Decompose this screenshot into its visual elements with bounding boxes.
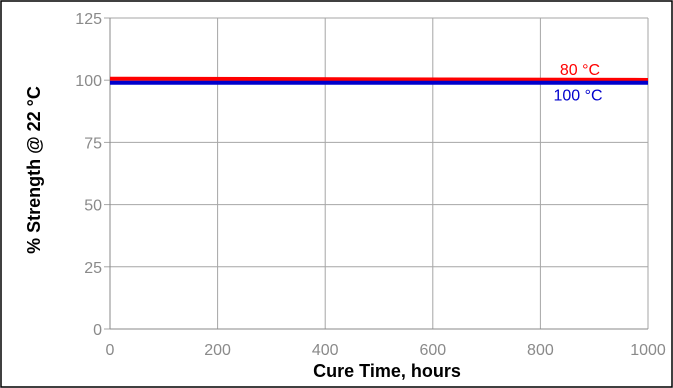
series-labels: 80 °C 100 °C	[553, 62, 602, 105]
axes	[104, 17, 648, 330]
x-tick-label: 200	[204, 342, 231, 359]
x-axis-title: Cure Time, hours	[313, 361, 461, 381]
y-tick-label: 125	[75, 11, 102, 28]
x-tick-label: 0	[106, 342, 115, 359]
y-tick-label: 25	[84, 260, 102, 277]
y-tick-label: 50	[84, 198, 102, 215]
y-tick-label: 0	[93, 322, 102, 339]
x-tick-label: 600	[419, 342, 446, 359]
y-axis-title: % Strength @ 22 °C	[24, 86, 44, 254]
tick-labels: 0 200 400 600 800 1000 0 25 50 75 100 125	[75, 11, 666, 359]
x-tick-label: 800	[527, 342, 554, 359]
x-tick-label: 400	[312, 342, 339, 359]
series-lines	[109, 76, 649, 85]
series-label-1: 100 °C	[553, 88, 602, 105]
y-tick-label: 100	[75, 73, 102, 90]
y-tick-label: 75	[84, 135, 102, 152]
series-line-0	[109, 76, 649, 82]
x-tick-label: 1000	[630, 342, 666, 359]
series-label-0: 80 °C	[560, 62, 600, 79]
